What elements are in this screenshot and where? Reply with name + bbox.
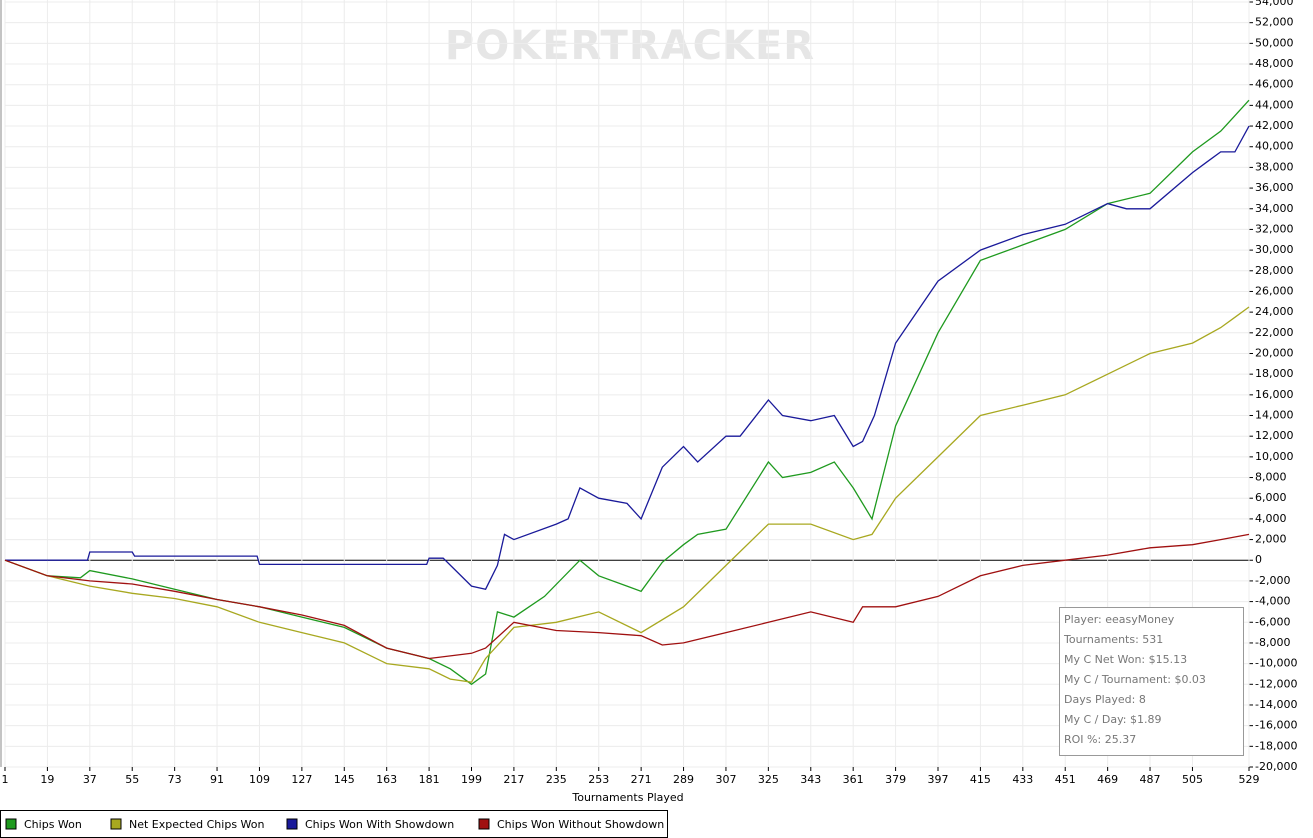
x-tick-label: 271 [631, 773, 652, 786]
y-tick-label: -14,000 [1255, 698, 1297, 711]
y-tick-label: 8,000 [1255, 471, 1287, 484]
y-tick-label: 26,000 [1255, 284, 1294, 297]
y-tick-label: 48,000 [1255, 57, 1294, 70]
info-line: My C / Tournament: $0.03 [1064, 673, 1206, 686]
y-tick-label: 24,000 [1255, 305, 1294, 318]
y-tick-label: -16,000 [1255, 719, 1297, 732]
x-tick-label: 469 [1097, 773, 1118, 786]
y-tick-label: 20,000 [1255, 346, 1294, 359]
info-box: Player: eeasyMoney Tournaments: 531 My C N… [1059, 607, 1244, 756]
y-tick-label: -20,000 [1255, 760, 1297, 773]
y-tick-label: -18,000 [1255, 739, 1297, 752]
legend-swatch [110, 818, 122, 830]
y-tick-label: 14,000 [1255, 409, 1294, 422]
x-tick-label: 451 [1055, 773, 1076, 786]
y-tick-label: 36,000 [1255, 181, 1294, 194]
y-tick-label: 30,000 [1255, 243, 1294, 256]
info-line: My C Net Won: $15.13 [1064, 653, 1187, 666]
y-tick-label: 54,000 [1255, 0, 1294, 8]
y-tick-label: 28,000 [1255, 264, 1294, 277]
x-tick-label: 487 [1140, 773, 1161, 786]
x-tick-label: 1 [2, 773, 9, 786]
y-tick-label: 50,000 [1255, 36, 1294, 49]
series-line [4, 306, 1250, 683]
y-tick-label: 44,000 [1255, 98, 1294, 111]
y-tick-label: 32,000 [1255, 222, 1294, 235]
y-tick-label: -2,000 [1255, 574, 1290, 587]
x-tick-label: 253 [588, 773, 609, 786]
legend-label: Chips Won [24, 818, 82, 831]
x-tick-label: 163 [376, 773, 397, 786]
y-tick-label: 12,000 [1255, 429, 1294, 442]
y-tick-label: 46,000 [1255, 78, 1294, 91]
y-tick-label: 40,000 [1255, 140, 1294, 153]
info-line: Days Played: 8 [1064, 693, 1146, 706]
x-tick-label: 91 [210, 773, 224, 786]
y-tick-label: 22,000 [1255, 326, 1294, 339]
y-tick-label: 6,000 [1255, 491, 1287, 504]
x-tick-label: 289 [673, 773, 694, 786]
x-tick-label: 361 [843, 773, 864, 786]
legend-swatch [286, 818, 298, 830]
y-tick-label: -6,000 [1255, 615, 1290, 628]
x-tick-label: 235 [546, 773, 567, 786]
x-tick-label: 415 [970, 773, 991, 786]
info-line: Player: eeasyMoney [1064, 613, 1175, 626]
y-tick-label: 2,000 [1255, 533, 1287, 546]
y-tick-label: 0 [1255, 553, 1262, 566]
x-tick-label: 37 [83, 773, 97, 786]
legend-label: Chips Won Without Showdown [497, 818, 664, 831]
info-line: ROI %: 25.37 [1064, 733, 1136, 746]
x-tick-label: 307 [715, 773, 736, 786]
info-line: Tournaments: 531 [1063, 633, 1163, 646]
series-line [5, 125, 1250, 590]
y-tick-label: 34,000 [1255, 202, 1294, 215]
x-tick-label: 127 [291, 773, 312, 786]
x-tick-label: 73 [168, 773, 182, 786]
x-tick-label: 217 [503, 773, 524, 786]
x-tick-label: 379 [885, 773, 906, 786]
legend-swatch [478, 818, 490, 830]
series-line [4, 533, 1250, 660]
legend-swatch [5, 818, 17, 830]
y-tick-label: -10,000 [1255, 657, 1297, 670]
legend-label: Chips Won With Showdown [305, 818, 454, 831]
x-tick-label: 325 [758, 773, 779, 786]
x-tick-label: 19 [40, 773, 54, 786]
x-tick-label: 433 [1012, 773, 1033, 786]
x-tick-label: 529 [1239, 773, 1260, 786]
x-tick-label: 109 [249, 773, 270, 786]
y-tick-label: 18,000 [1255, 367, 1294, 380]
y-tick-label: -4,000 [1255, 595, 1290, 608]
x-tick-label: 199 [461, 773, 482, 786]
x-axis-label: Tournaments Played [571, 791, 683, 804]
y-tick-label: -8,000 [1255, 636, 1290, 649]
x-tick-label: 505 [1182, 773, 1203, 786]
y-tick-label: -12,000 [1255, 677, 1297, 690]
x-tick-label: 343 [800, 773, 821, 786]
y-tick-label: 4,000 [1255, 512, 1287, 525]
x-tick-label: 181 [419, 773, 440, 786]
y-tick-label: 38,000 [1255, 160, 1294, 173]
y-tick-label: 52,000 [1255, 16, 1294, 29]
y-tick-label: 42,000 [1255, 119, 1294, 132]
x-tick-label: 55 [125, 773, 139, 786]
y-tick-label: 16,000 [1255, 388, 1294, 401]
info-line: My C / Day: $1.89 [1064, 713, 1162, 726]
x-tick-label: 145 [334, 773, 355, 786]
watermark: POKERTRACKER [445, 23, 815, 69]
y-tick-label: 10,000 [1255, 450, 1294, 463]
legend-label: Net Expected Chips Won [129, 818, 265, 831]
info-box-frame [1059, 607, 1244, 756]
x-tick-label: 397 [928, 773, 949, 786]
